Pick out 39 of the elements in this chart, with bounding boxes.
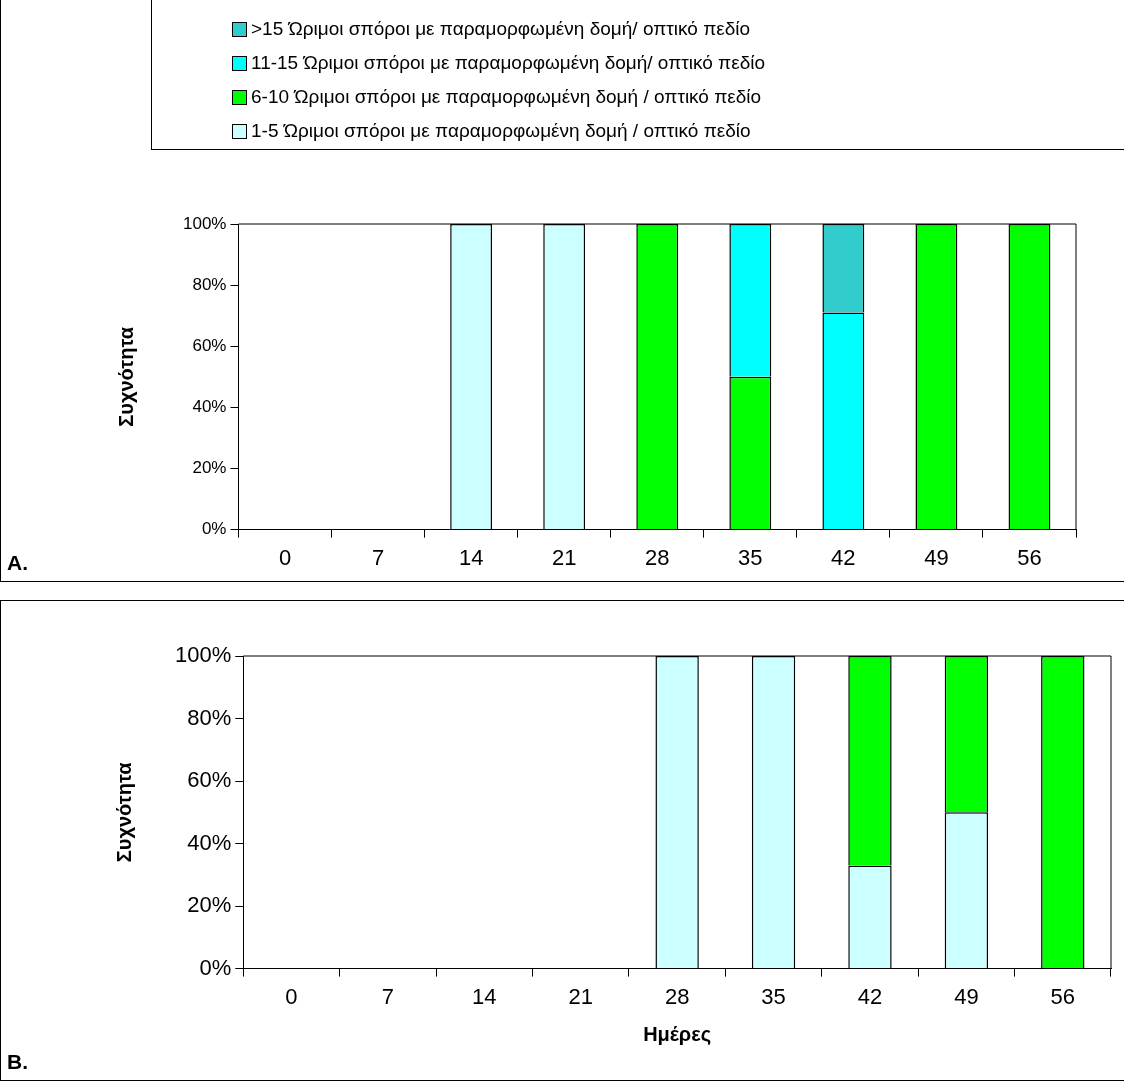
y-tick-label: 40% [192,397,227,417]
x-tick-label: 49 [924,544,949,570]
x-tick-label: 42 [857,983,883,1009]
x-tick-label: 7 [371,544,385,570]
x-tick-label: 56 [1017,544,1042,570]
y-tick-label: 80% [192,274,227,294]
y-axis-title: Συχνότητα [114,326,137,427]
legend-label: 6-10 Ώριμοι σπόροι με παραμορφωμένη δομή / οπτικό πεδίο [251,86,762,108]
x-tick-label: 7 [381,983,395,1009]
x-tick-label: 35 [761,983,786,1009]
text: A. [7,551,28,575]
y-tick-label: 20% [192,458,227,478]
text: B. [7,1050,28,1074]
y-tick-label: 100% [174,642,232,668]
y-tick-label: 0% [199,954,232,980]
x-tick-label: 21 [551,544,577,570]
y-tick-label: 80% [187,704,232,730]
x-tick-label: 56 [1050,983,1076,1009]
x-tick-label: 14 [458,544,484,570]
y-tick-label: 60% [192,335,227,355]
y-tick-label: 0% [201,519,227,539]
x-tick-label: 21 [568,983,593,1009]
legend-label: 11-15 Ώριμοι σπόροι με παραμορφωμένη δομή/ οπτικό πεδίο [251,52,766,74]
x-axis-title: Ημέρες [643,1022,712,1045]
x-tick-label: 35 [738,544,763,570]
legend-label: 1-5 Ώριμοι σπόροι με παραμορφωμένη δομή / οπτικό πεδίο [251,120,751,142]
x-tick-label: 49 [954,983,979,1009]
y-tick-label: 20% [187,892,232,918]
x-tick-label: 0 [278,544,292,570]
x-tick-label: 28 [645,544,670,570]
x-tick-label: 42 [831,544,856,570]
y-tick-label: 100% [183,213,227,233]
y-tick-label: 40% [187,829,232,855]
y-tick-label: 60% [187,767,232,793]
legend-label: >15 Ώριμοι σπόροι με παραμορφωμένη δομή/ οπτικό πεδίο [251,18,751,40]
x-tick-label: 28 [664,983,690,1009]
y-axis-title: Συχνότητα [112,761,135,863]
x-tick-label: 0 [285,983,298,1009]
x-tick-label: 14 [472,983,497,1009]
